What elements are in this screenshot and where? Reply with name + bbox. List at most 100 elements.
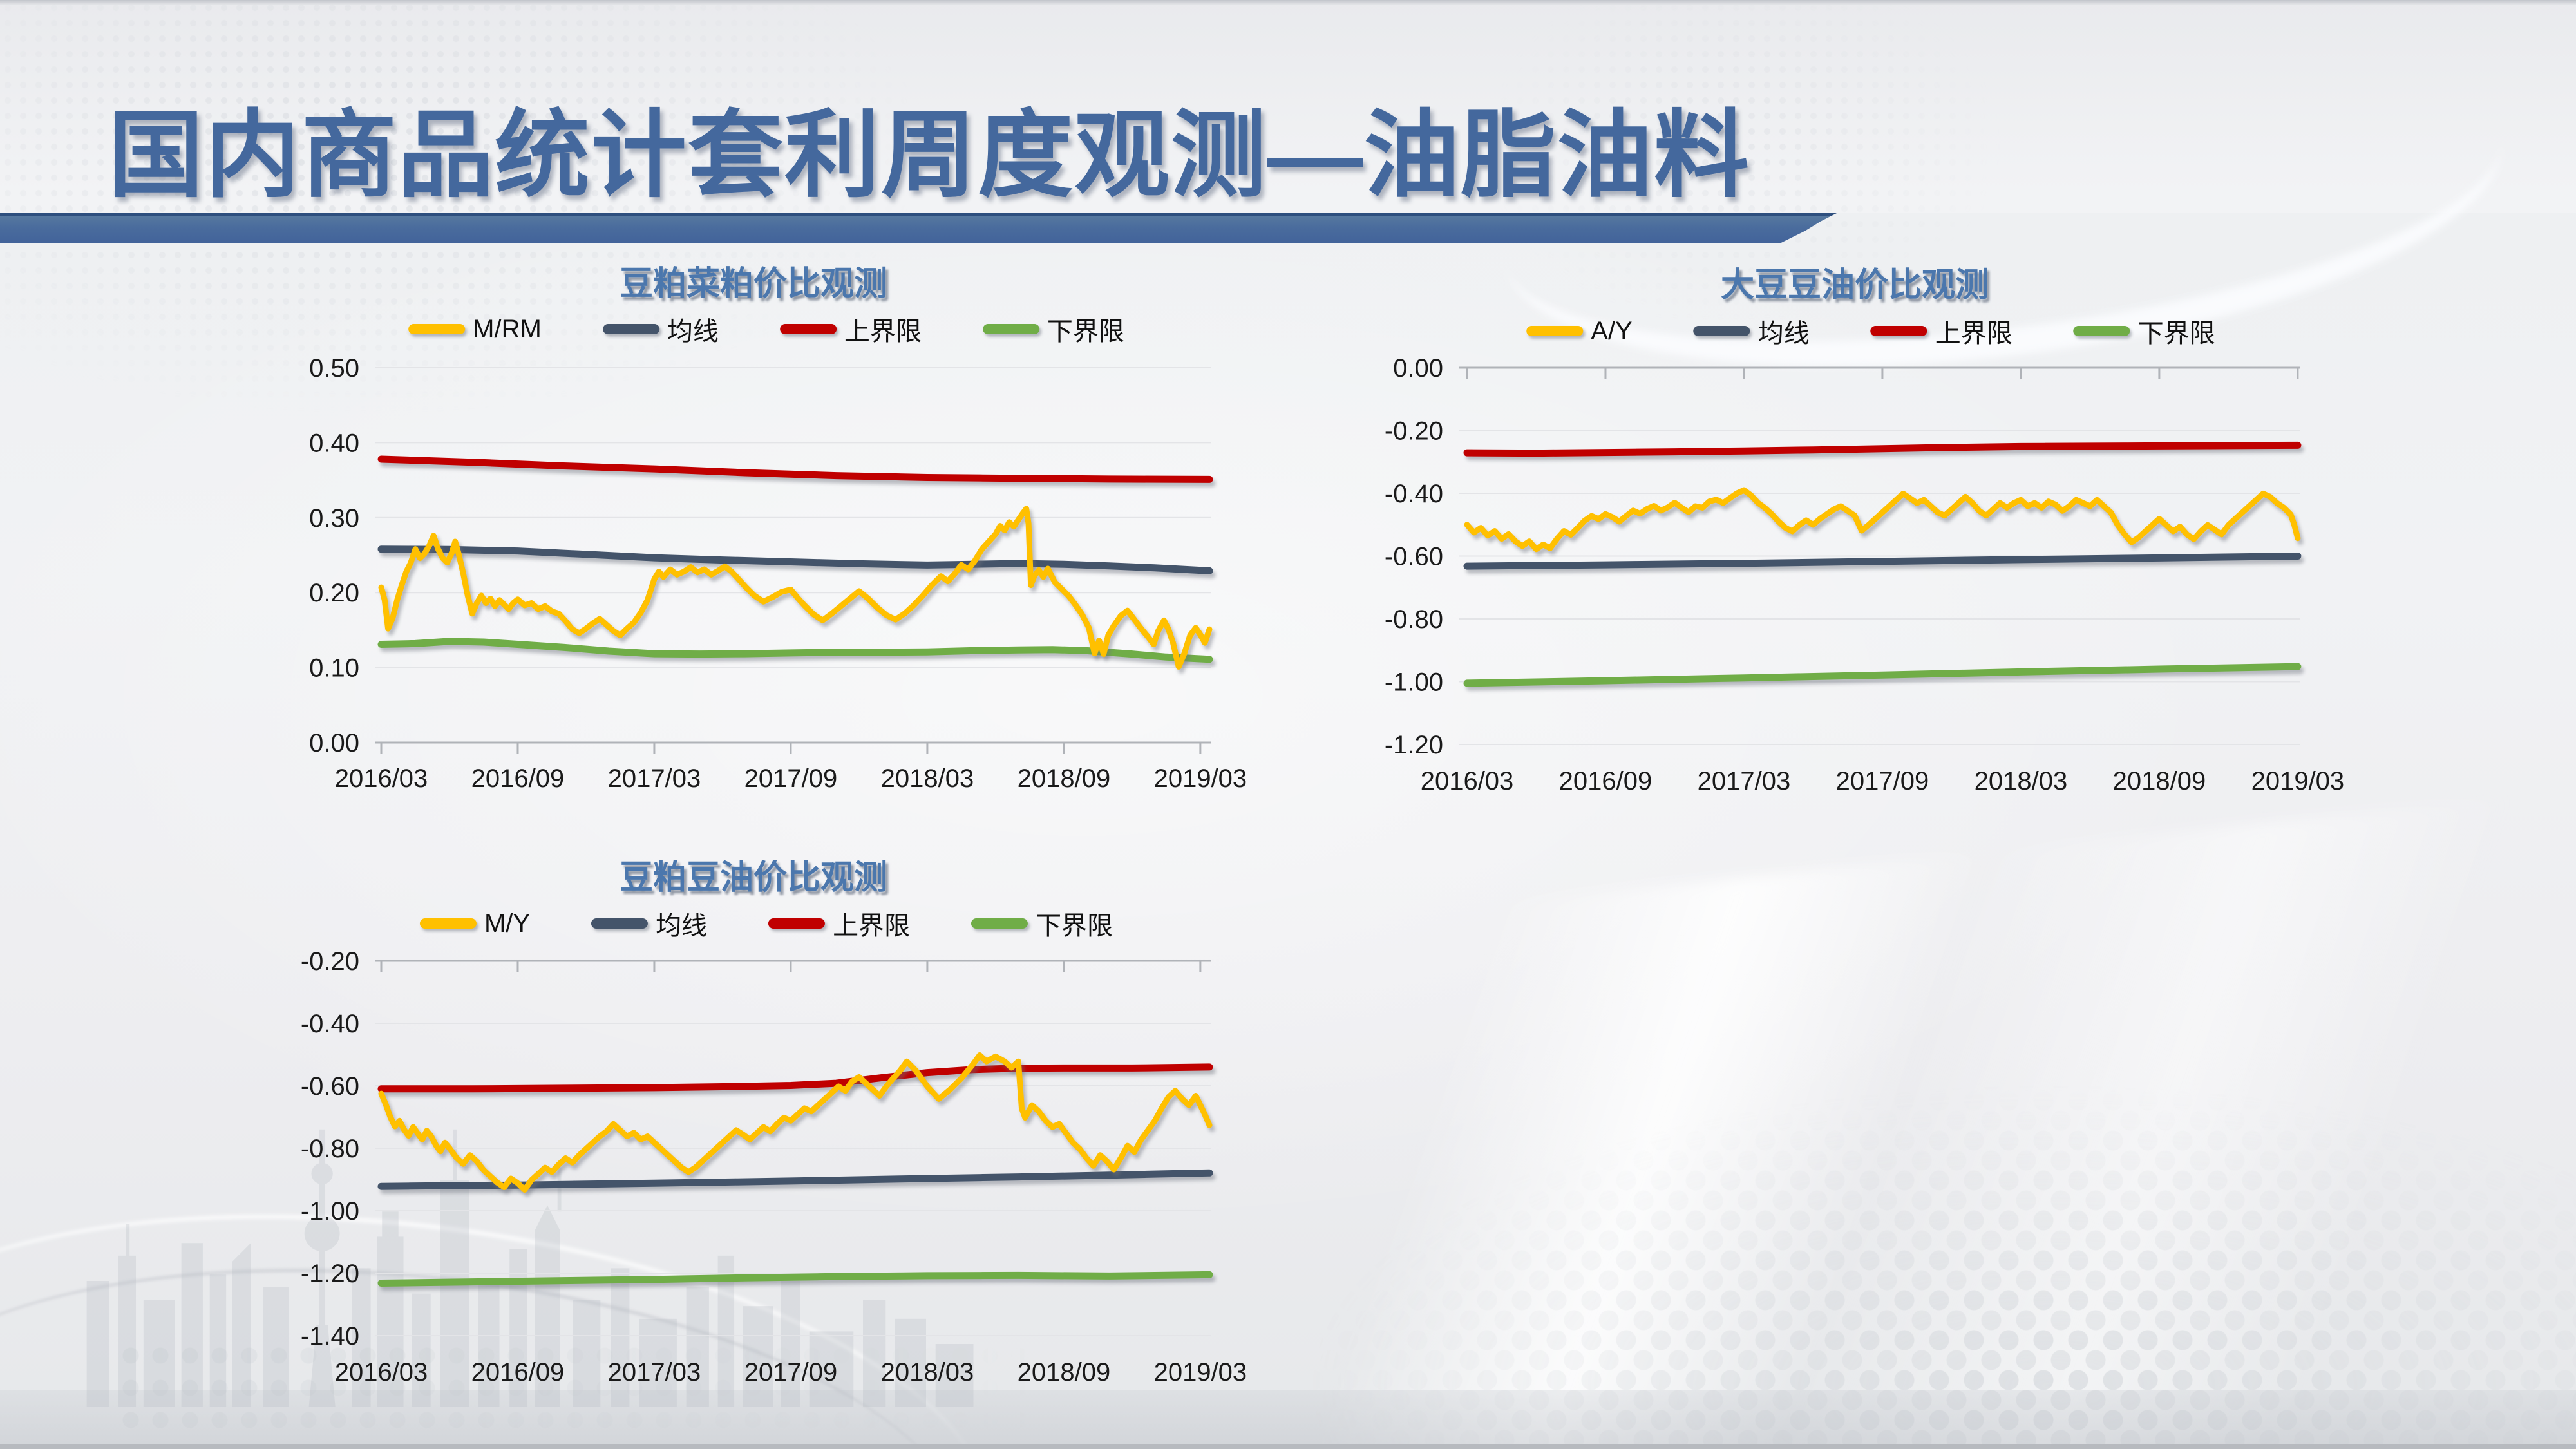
x-tick-label: 2017/09 bbox=[1836, 767, 1929, 795]
x-tick-label: 2018/09 bbox=[1018, 764, 1111, 793]
series-上界限 bbox=[1463, 441, 2302, 457]
series-M/Y bbox=[378, 1052, 1213, 1193]
top-edge-line bbox=[0, 0, 2576, 5]
legend-swatch-均线 bbox=[1693, 326, 1750, 336]
legend-swatch-均线 bbox=[591, 918, 649, 929]
bottom-strip bbox=[0, 1390, 2576, 1449]
series-下界限 bbox=[1463, 663, 2302, 687]
chart-plot-ay-ratio: 0.00 -0.20 -0.40 -0.60 -0.80 -1.00 -1.20 2016/0… bbox=[1385, 354, 2344, 795]
legend-item-下界限: 下界限 bbox=[971, 905, 1113, 942]
y-tick-label: -1.00 bbox=[1385, 668, 1443, 697]
x-tick-label: 2017/03 bbox=[608, 1358, 701, 1387]
x-tick-label: 2019/03 bbox=[2251, 767, 2345, 795]
legend-swatch-下界限 bbox=[2073, 326, 2130, 336]
legend-swatch-A/Y bbox=[1526, 326, 1584, 336]
legend-item-M/Y: M/Y bbox=[419, 909, 531, 938]
legend-item-下界限: 下界限 bbox=[2073, 312, 2215, 350]
world-map-halftone-dots bbox=[0, 0, 1159, 747]
legend-item-均线: 均线 bbox=[1693, 312, 1810, 350]
legend-swatch-上界限 bbox=[779, 324, 837, 334]
legend-item-A/Y: A/Y bbox=[1526, 317, 1633, 346]
x-tick-label: 2017/09 bbox=[744, 764, 838, 793]
legend-swatch-M/Y bbox=[419, 918, 477, 929]
y-tick-label: -1.20 bbox=[301, 1260, 359, 1288]
y-tick-label: 0.30 bbox=[309, 504, 359, 533]
halftone-dots-top-right bbox=[1481, 0, 2061, 412]
chart-title-ay-ratio: 大豆豆油价比观测 bbox=[1720, 267, 1989, 304]
y-tick-label: -0.20 bbox=[1385, 417, 1443, 446]
series-均线 bbox=[377, 545, 1213, 574]
halftone-dots-bottom-left bbox=[116, 1340, 1211, 1449]
series-A/Y bbox=[1464, 487, 2301, 553]
y-tick-label: -0.20 bbox=[301, 947, 359, 976]
x-tick-label: 2017/09 bbox=[744, 1358, 838, 1387]
x-tick-label: 2016/03 bbox=[335, 1358, 428, 1387]
x-tick-label: 2018/09 bbox=[1018, 1358, 1111, 1387]
y-tick-label: -0.60 bbox=[1385, 543, 1443, 571]
y-tick-label: -0.80 bbox=[1385, 605, 1443, 634]
x-tick-label: 2016/03 bbox=[1421, 767, 1514, 795]
x-tick-label: 2016/09 bbox=[471, 764, 565, 793]
y-tick-label: 0.50 bbox=[309, 354, 359, 383]
legend-item-上界限: 上界限 bbox=[779, 310, 922, 348]
chart-title-mrm-ratio: 豆粕菜粕价比观测 bbox=[619, 265, 888, 303]
series-M/RM bbox=[378, 506, 1213, 670]
x-tick-label: 2019/03 bbox=[1154, 1358, 1247, 1387]
legend-item-M/RM: M/RM bbox=[408, 315, 542, 344]
legend-swatch-下界限 bbox=[971, 918, 1028, 929]
legend-label: 均线 bbox=[1757, 319, 1810, 348]
legend-item-上界限: 上界限 bbox=[1870, 312, 2012, 350]
legend-mrm-ratio: M/RM 均线 上界限 下界限 bbox=[408, 310, 1124, 348]
chart-plot-my-ratio: -0.20 -0.40 -0.60 -0.80 -1.00 -1.20 -1.40 2016/… bbox=[301, 947, 1247, 1387]
y-tick-label: -0.60 bbox=[301, 1072, 359, 1101]
x-tick-label: 2017/03 bbox=[1698, 767, 1791, 795]
legend-swatch-上界限 bbox=[1870, 326, 1927, 336]
legend-item-上界限: 上界限 bbox=[768, 905, 910, 942]
y-tick-label: -1.40 bbox=[301, 1322, 359, 1350]
legend-swatch-上界限 bbox=[768, 918, 826, 929]
legend-label: M/Y bbox=[484, 909, 531, 938]
y-tick-label: 0.40 bbox=[309, 429, 359, 457]
bottom-edge-line bbox=[0, 1444, 2576, 1449]
header-bar bbox=[0, 213, 1837, 243]
y-tick-label: 0.20 bbox=[309, 579, 359, 607]
y-tick-label: 0.00 bbox=[1393, 354, 1443, 383]
legend-label: 上界限 bbox=[833, 912, 911, 940]
legend-swatch-均线 bbox=[602, 324, 659, 334]
legend-label: 均线 bbox=[656, 912, 708, 940]
legend-item-均线: 均线 bbox=[602, 310, 719, 348]
legend-item-均线: 均线 bbox=[591, 905, 707, 942]
legend-label: 均线 bbox=[667, 317, 719, 346]
y-tick-label: -0.40 bbox=[301, 1010, 359, 1038]
y-tick-label: -0.40 bbox=[1385, 480, 1443, 508]
legend-item-下界限: 下界限 bbox=[982, 310, 1124, 348]
series-均线 bbox=[377, 1169, 1213, 1190]
legend-label: 下界限 bbox=[1046, 317, 1124, 346]
y-tick-label: 0.00 bbox=[309, 729, 359, 757]
series-下界限 bbox=[377, 1271, 1213, 1287]
city-skyline-watermark bbox=[86, 1129, 974, 1407]
legend-label: M/RM bbox=[473, 314, 542, 343]
x-tick-label: 2016/09 bbox=[471, 1358, 565, 1387]
x-tick-label: 2016/03 bbox=[335, 764, 428, 793]
x-tick-label: 2018/03 bbox=[881, 764, 974, 793]
chart-plot-mrm-ratio: 0.50 0.40 0.30 0.20 0.10 0.00 2016/03 2016/09 20… bbox=[309, 354, 1247, 793]
x-tick-label: 2018/09 bbox=[2113, 767, 2206, 795]
page-title: 国内商品统计套利周度观测—油脂油料 bbox=[108, 102, 1750, 209]
x-tick-label: 2017/03 bbox=[608, 764, 701, 793]
x-tick-label: 2019/03 bbox=[1154, 764, 1247, 793]
y-tick-label: -0.80 bbox=[301, 1135, 359, 1163]
legend-label: 下界限 bbox=[2137, 319, 2215, 348]
series-均线 bbox=[1463, 553, 2302, 570]
legend-ay-ratio: A/Y 均线 上界限 下界限 bbox=[1526, 312, 2215, 350]
legend-label: 上界限 bbox=[844, 317, 922, 346]
chart-title-my-ratio: 豆粕豆油价比观测 bbox=[619, 859, 888, 896]
legend-swatch-下界限 bbox=[982, 324, 1039, 334]
legend-label: 上界限 bbox=[1935, 319, 2012, 348]
x-tick-label: 2018/03 bbox=[1975, 767, 2068, 795]
x-tick-label: 2016/09 bbox=[1559, 767, 1653, 795]
series-上界限 bbox=[377, 455, 1213, 483]
halftone-dots-bottom-right bbox=[1191, 921, 2576, 1449]
legend-my-ratio: M/Y 均线 上界限 下界限 bbox=[419, 905, 1113, 942]
